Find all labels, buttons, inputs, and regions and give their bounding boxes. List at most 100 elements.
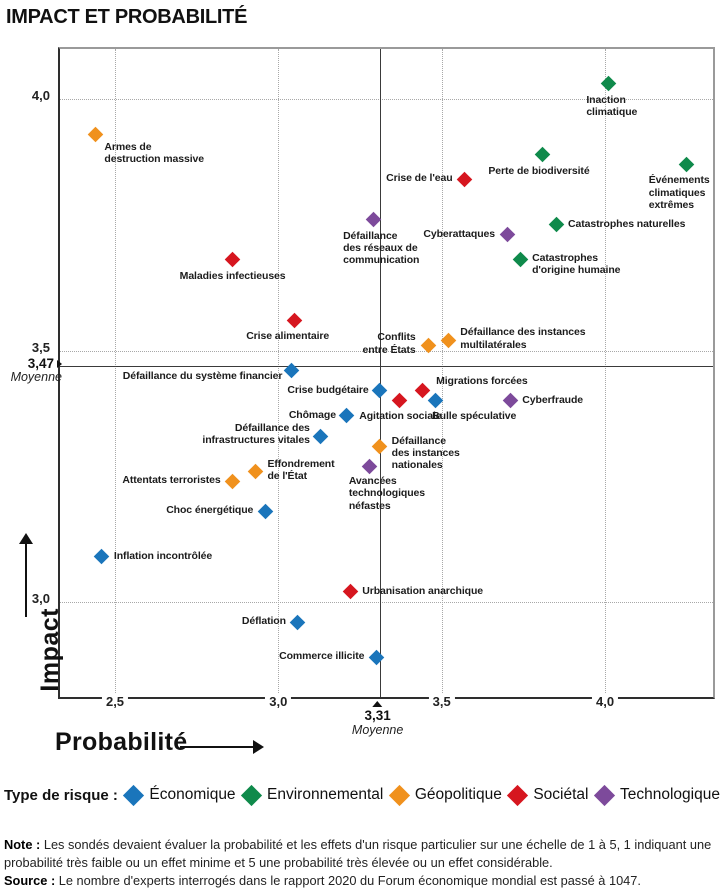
- risk-point-label: Défaillance du système financier: [122, 369, 283, 382]
- gridline-horizontal: [60, 350, 713, 352]
- source-prefix: Source :: [4, 873, 56, 889]
- impact-mean-line: [60, 365, 713, 368]
- risk-point-label: Défaillance des réseaux de communication: [343, 229, 420, 267]
- risk-point: [224, 252, 241, 268]
- risk-point-label: Cyberfraude: [522, 393, 584, 406]
- risk-point-label: Effondrement de l'État: [267, 458, 335, 483]
- impact-mean-label: 3,47: [27, 355, 54, 371]
- risk-point: [414, 382, 430, 399]
- risk-point-label: Perte de biodiversité: [488, 165, 590, 178]
- risk-point-label: Inflation incontrôlée: [113, 549, 213, 562]
- risk-point: [362, 458, 378, 474]
- risk-point-label: Chômage: [288, 408, 336, 421]
- risk-point-label: Choc énergétique: [166, 504, 254, 517]
- legend-item-label: Environnemental: [267, 786, 384, 803]
- risk-point-label: Agitation sociale: [359, 409, 442, 422]
- risk-point: [440, 332, 456, 349]
- risk-point-label: Crise alimentaire: [246, 330, 330, 343]
- y-axis-tick-label: 3,5: [31, 339, 50, 355]
- risk-point-label: Inaction climatique: [586, 93, 638, 119]
- legend-diamond-icon: [123, 784, 145, 806]
- x-axis-tick-label: 2,5: [101, 694, 129, 709]
- scatter-chart: 2,5 3,0 3,5 4,0 Armes de destruction massive…: [0, 47, 715, 756]
- note-text: Note : Les sondés devaient évaluer la pr…: [4, 837, 712, 871]
- gridline-horizontal: [60, 602, 713, 603]
- risk-point: [502, 393, 519, 409]
- risk-point: [427, 393, 443, 409]
- risk-point-label: Catastrophes d'origine humaine: [532, 251, 621, 277]
- legend-item: Technologique: [593, 784, 720, 806]
- risk-point: [87, 126, 104, 142]
- legend-item: Géopolitique: [388, 784, 502, 806]
- impact-axis-arrow-icon: [19, 533, 33, 617]
- legend-item-label: Géopolitique: [414, 786, 502, 803]
- probability-mean-annotation: 3,31 Moyenne: [352, 701, 403, 737]
- mean-arrow-up-icon: [372, 701, 383, 707]
- legend-diamond-icon: [240, 784, 263, 806]
- gridline-vertical: [115, 49, 116, 697]
- risk-point: [286, 312, 303, 329]
- risk-point: [368, 649, 385, 666]
- page-title: IMPACT ET PROBABILITÉ: [6, 6, 248, 28]
- footnotes: Note : Les sondés devaient évaluer la pr…: [4, 836, 720, 890]
- legend-item: Sociétal: [507, 784, 589, 806]
- gridline-vertical: [605, 49, 607, 697]
- risk-point: [290, 614, 306, 630]
- risk-point-label: Cyberattaques: [423, 227, 496, 240]
- source-text: Source : Le nombre d'experts interrogés …: [4, 873, 641, 889]
- risk-point: [257, 503, 274, 520]
- legend-item-label: Économique: [149, 786, 236, 803]
- risk-point: [371, 382, 388, 399]
- legend-item: Environnemental: [240, 784, 384, 806]
- risk-point-label: Catastrophes naturelles: [568, 217, 686, 230]
- gridline-vertical: [441, 49, 443, 697]
- y-axis-tick-label: 3,0: [31, 591, 50, 606]
- probability-mean-line: [379, 49, 382, 697]
- risk-point: [499, 227, 515, 243]
- x-axis-tick-label: 4,0: [592, 694, 619, 709]
- gridline-horizontal: [60, 99, 713, 100]
- risk-point-label: Urbanisation anarchique: [362, 584, 484, 597]
- risk-point: [365, 211, 381, 228]
- legend-item-label: Sociétal: [533, 786, 589, 803]
- risk-point-label: Avancées technologiques néfastes: [348, 475, 425, 512]
- gridline-vertical: [278, 49, 280, 697]
- mean-arrow-right-icon: [57, 359, 62, 368]
- risk-point-label: Bulle spéculative: [432, 409, 517, 422]
- risk-point: [535, 146, 551, 163]
- probability-axis-label: Probabilité: [55, 728, 188, 756]
- risk-point: [247, 463, 264, 479]
- risk-point: [600, 76, 617, 92]
- risk-point-label: Attentats terroristes: [122, 474, 221, 487]
- risk-point-label: Crise de l'eau: [386, 172, 453, 185]
- risk-point: [678, 156, 695, 173]
- risk-point: [456, 171, 473, 188]
- impact-mean-value: 3,47: [0, 356, 62, 371]
- x-axis-tick-label: 3,5: [428, 694, 455, 709]
- risk-point-label: Maladies infectieuses: [179, 269, 286, 282]
- risk-point-label: Armes de destruction massive: [104, 141, 205, 166]
- risk-point-label: Commerce illicite: [279, 650, 365, 663]
- impact-mean-annotation: 3,47 Moyenne: [0, 356, 62, 384]
- risk-point: [342, 584, 358, 600]
- x-axis-tick-label: 3,0: [265, 694, 292, 709]
- risk-point-label: Défaillance des instances nationales: [391, 435, 460, 472]
- legend-diamond-icon: [507, 784, 529, 806]
- risk-point-label: Défaillance des infrastructures vitales: [202, 422, 310, 447]
- risk-point-label: Déflation: [241, 615, 286, 628]
- risk-point-label: Conflits entre États: [362, 331, 416, 356]
- probability-axis-arrow-icon: [180, 740, 264, 754]
- risk-point-label: Crise budgétaire: [287, 383, 369, 396]
- impact-axis-label: Impact: [36, 608, 64, 692]
- legend-diamond-icon: [593, 784, 616, 806]
- risk-point: [224, 473, 241, 490]
- risk-point: [371, 438, 388, 454]
- risk-point: [313, 428, 329, 444]
- risk-point-label: Défaillance des instances multilatérales: [460, 326, 586, 351]
- risk-point: [548, 216, 564, 233]
- risk-point-label: Événements climatiques extrêmes: [648, 174, 710, 211]
- legend-item: Économique: [123, 784, 236, 806]
- impact-mean-sublabel: Moyenne: [10, 369, 62, 384]
- risk-point: [94, 548, 110, 565]
- legend-diamond-icon: [388, 784, 410, 806]
